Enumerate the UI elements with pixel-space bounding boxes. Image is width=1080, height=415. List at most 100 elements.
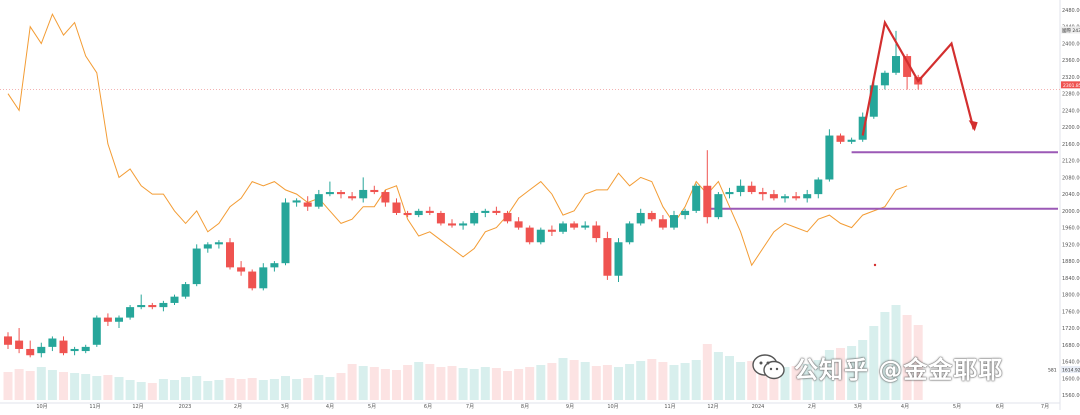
candle-body [103,317,112,322]
candle-body [192,248,201,285]
x-tick-label: 6月 [424,404,432,410]
candle-body [647,212,656,220]
volume-left-label: 581 [1048,368,1057,374]
candle-body [425,210,434,213]
candle-body [503,212,512,222]
volume-bar [358,366,368,400]
volume-bar [525,367,535,400]
y-tick-label: 1680.000 [1062,343,1080,349]
volume-bar [59,372,68,400]
volume-bar [136,382,146,400]
upper-price-label: 國際 2431.990 [1062,27,1080,34]
volume-bar [236,379,246,400]
volume-bar [314,375,324,400]
candle-body [59,340,68,354]
volume-bar [691,360,701,400]
x-tick-label: 12月 [707,404,718,410]
x-tick-label: 3月 [281,404,289,410]
candle-body [325,192,334,195]
volume-bar [913,325,923,400]
candle-body [825,135,834,180]
volume-bar [103,375,113,400]
candle-body [259,267,268,289]
volume-bar [469,369,479,400]
candle-body [769,194,778,199]
current-price-tag [1061,81,1080,89]
volume-bar [403,365,413,400]
candle-body [448,223,456,226]
volume-bar [192,376,202,400]
candle-body [692,185,701,211]
volume-bar [336,373,346,400]
y-tick-label: 2400.000 [1062,41,1080,47]
candle-body [181,284,190,297]
candle-body [525,227,534,243]
y-tick-label: 2480.000 [1062,8,1080,14]
y-tick-label: 2160.000 [1062,142,1080,148]
candle-body [270,263,279,268]
watermark: 公知乎 @金金耶耶 [752,350,1062,384]
volume-bar [414,362,424,400]
volume-bar [614,367,623,400]
y-tick-label: 1960.000 [1062,226,1080,232]
y-tick-label: 2320.000 [1062,75,1080,81]
volume-bar [725,356,734,400]
volume-bar [114,377,124,400]
candle-body [392,202,401,213]
marker-dot [873,263,877,267]
volume-bar [647,359,657,400]
candle-body [614,242,623,276]
candle-body [581,225,590,228]
y-tick-label: 1560.000 [1062,393,1080,399]
y-tick-label: 1840.000 [1062,276,1080,282]
volume-bar [558,358,568,400]
volume-bar [325,377,335,400]
x-tick-label: 11月 [89,404,100,410]
candle-body [781,196,789,199]
candle-body [15,340,24,349]
candle-body [836,135,845,142]
candle-body [514,221,523,228]
volume-bar [480,367,490,400]
volume-bar [547,363,557,400]
candle-body [436,212,445,224]
candle-body [658,219,667,228]
volume-bar [425,364,435,400]
candle-body [214,242,223,245]
candle-body [670,215,678,228]
candle-body [237,267,246,272]
candle-body [370,189,379,193]
volume-bar [680,363,690,400]
volume-bar [758,364,768,400]
volume-bar [170,380,179,400]
volume-bar [281,376,290,400]
volume-bar [836,348,845,400]
candle-body [126,307,135,318]
candle-body [303,202,312,207]
candle-body [248,271,257,289]
volume-bar [824,350,834,400]
candle-body [869,85,878,117]
x-tick-label: 10月 [36,404,47,410]
volume-bar [181,377,191,400]
volume-bar [203,381,213,400]
volume-bar [292,379,302,400]
candle-body [337,192,345,195]
volume-bar [25,371,35,400]
upper-price-tag [1061,26,1080,34]
y-tick-label: 2000.000 [1062,209,1080,215]
volume-bar [447,366,457,400]
volume-bar [702,344,712,400]
volume-bar [713,352,723,400]
x-tick-label: 2月 [234,404,242,410]
x-tick-label: 4月 [326,404,334,410]
volume-bar [869,326,879,400]
volume-bar [269,379,279,400]
candle-body [714,194,723,218]
volume-bar [225,378,235,400]
y-tick-label: 2040.000 [1062,192,1080,198]
candle-body [803,194,812,199]
candle-body [159,302,168,308]
